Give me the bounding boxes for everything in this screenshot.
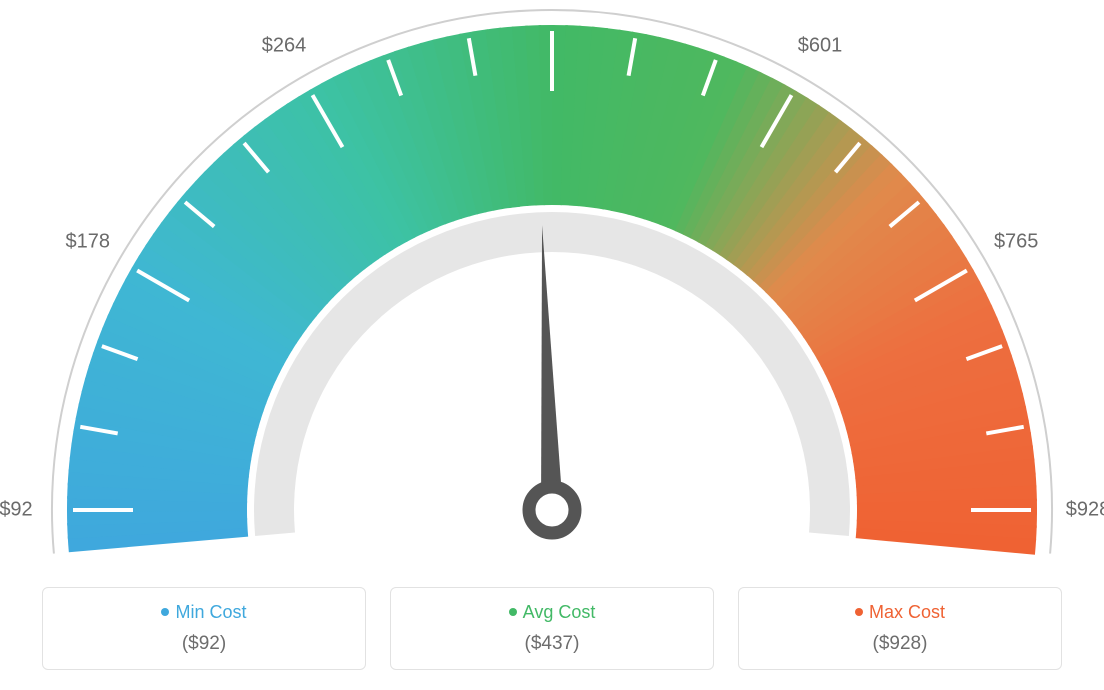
legend-label-text-max: Max Cost [869,602,945,622]
legend-dot-min [161,608,169,616]
legend-value-min: ($92) [43,633,365,655]
gauge-tick-label: $92 [0,499,33,522]
cost-gauge-container: $92$178$264$437$601$765$928 Min Cost ($9… [0,0,1104,690]
gauge-svg [0,0,1104,560]
legend-value-max: ($928) [739,633,1061,655]
legend-dot-max [855,608,863,616]
legend-label-avg: Avg Cost [391,602,713,623]
legend-card-min: Min Cost ($92) [42,587,366,670]
gauge-tick-label: $601 [798,34,843,57]
legend-dot-avg [509,608,517,616]
gauge-tick-label: $928 [1066,499,1104,522]
legend-card-avg: Avg Cost ($437) [390,587,714,670]
gauge-tick-label: $178 [66,231,111,254]
legend-label-text-avg: Avg Cost [523,602,596,622]
legend-label-min: Min Cost [43,602,365,623]
gauge-tick-label: $765 [994,231,1039,254]
legend-label-text-min: Min Cost [175,602,246,622]
legend-row: Min Cost ($92) Avg Cost ($437) Max Cost … [42,587,1062,670]
legend-label-max: Max Cost [739,602,1061,623]
gauge-chart: $92$178$264$437$601$765$928 [0,0,1104,560]
legend-value-avg: ($437) [391,633,713,655]
legend-card-max: Max Cost ($928) [738,587,1062,670]
gauge-tick-label: $264 [262,34,307,57]
